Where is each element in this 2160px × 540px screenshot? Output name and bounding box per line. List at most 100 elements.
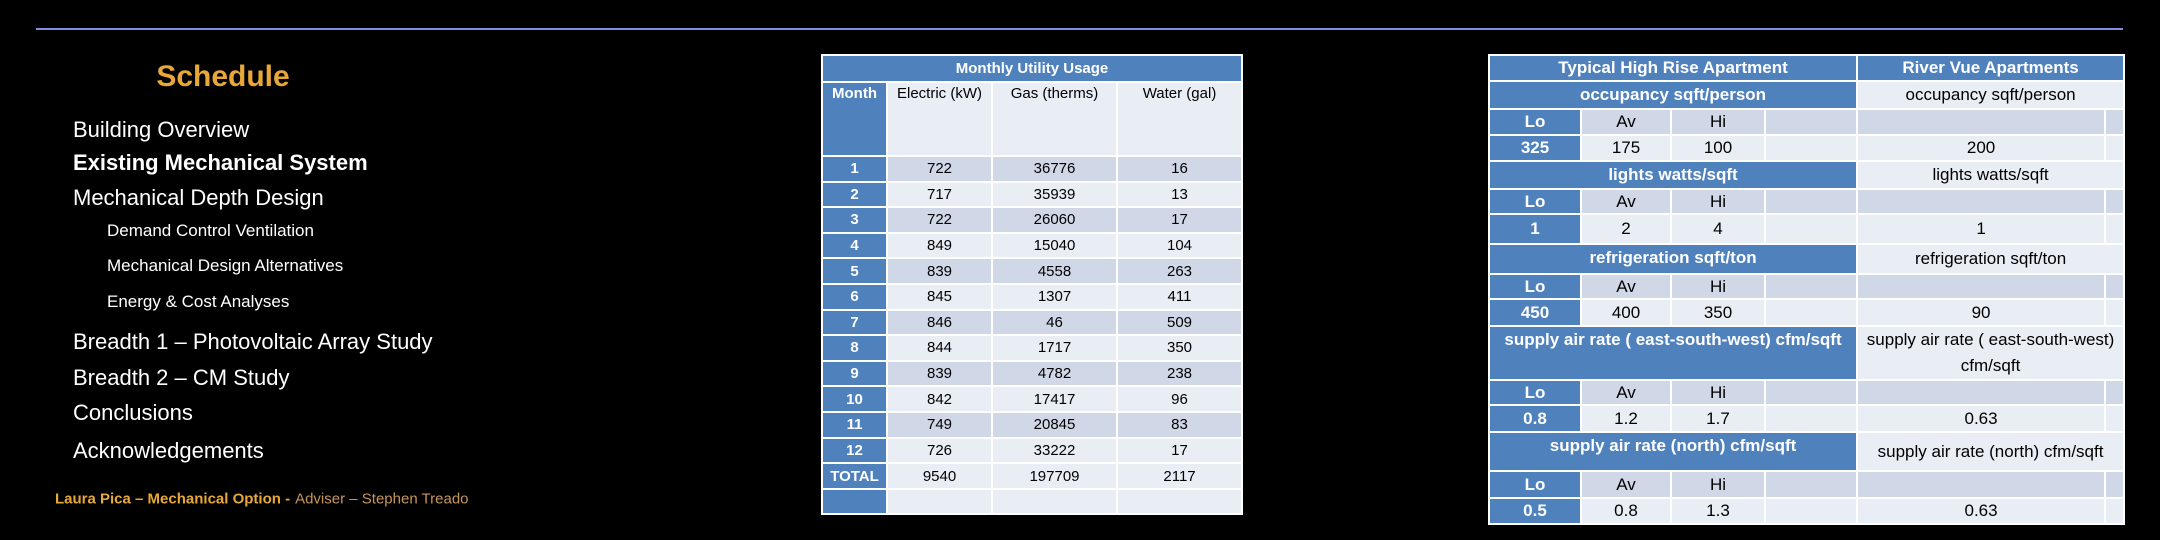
- table-cell: [1763, 108, 1859, 136]
- table-row: 4 849 15040 104: [821, 231, 1244, 260]
- table-cell: 845: [886, 282, 993, 311]
- table-cell: 450: [1488, 298, 1582, 327]
- table-cell: [1115, 488, 1244, 516]
- menu-item[interactable]: Breadth 2 – CM Study: [73, 365, 290, 390]
- table-row: 12 726 33222 17: [821, 436, 1244, 465]
- schedule-title: Schedule: [156, 60, 290, 93]
- table-cell: 4558: [991, 257, 1118, 285]
- table-row: [821, 488, 1244, 516]
- table-cell: supply air rate (north) cfm/sqft: [1856, 431, 2126, 472]
- table-row: 10 842 17417 96: [821, 385, 1244, 413]
- menu-item[interactable]: Breadth 1 – Photovoltaic Array Study: [73, 329, 433, 354]
- table-cell: [2104, 188, 2126, 215]
- menu-item[interactable]: Conclusions: [73, 400, 193, 425]
- table-cell: lights watts/sqft: [1487, 160, 1859, 190]
- table-cell: [2104, 379, 2126, 406]
- table-cell: Lo: [1488, 379, 1582, 406]
- comparison-table: Typical High Rise Apartment River Vue Apa…: [1487, 54, 2126, 525]
- table-cell: 722: [886, 206, 993, 234]
- menu-item[interactable]: Acknowledgements: [73, 438, 264, 463]
- table-cell: 9540: [886, 462, 993, 491]
- table-row: Monthly Utility Usage: [820, 54, 1244, 83]
- table-cell: Monthly Utility Usage: [820, 54, 1244, 83]
- table-cell: 350: [1670, 298, 1766, 327]
- table-cell: [1763, 213, 1859, 245]
- table-cell: supply air rate (north) cfm/sqft: [1487, 431, 1859, 472]
- table-cell: 100: [1670, 134, 1766, 162]
- table-cell: 5: [821, 257, 888, 285]
- table-cell: 33222: [991, 436, 1118, 465]
- table-cell: Lo: [1488, 188, 1582, 215]
- table-cell: [2104, 213, 2126, 245]
- utility-table: Monthly Utility Usage Month Electric (kW) G…: [820, 54, 1244, 516]
- table-cell: [2104, 273, 2126, 300]
- menu-subitem[interactable]: Mechanical Design Alternatives: [107, 256, 344, 275]
- table-cell: 1: [1488, 213, 1582, 245]
- table-cell: Av: [1580, 379, 1672, 406]
- table-cell: 11: [821, 410, 888, 439]
- table-cell: Hi: [1670, 379, 1766, 406]
- menu-item[interactable]: Mechanical Depth Design: [73, 185, 324, 210]
- table-cell: Av: [1580, 273, 1672, 300]
- table-row: lights watts/sqft lights watts/sqft: [1487, 160, 2126, 190]
- table-cell: 839: [886, 359, 993, 388]
- table-cell: 26060: [991, 206, 1118, 234]
- table-cell: 13: [1115, 180, 1244, 209]
- table-row: Lo Av Hi: [1488, 379, 2126, 406]
- table-cell: 46: [991, 308, 1118, 337]
- table-row: Typical High Rise Apartment River Vue Apa…: [1487, 54, 2126, 82]
- table-row: 2 717 35939 13: [821, 180, 1244, 209]
- table-cell: 4: [821, 231, 888, 260]
- menu-subitem[interactable]: Demand Control Ventilation: [107, 221, 314, 240]
- table-row: 5 839 4558 263: [821, 257, 1244, 285]
- table-cell: 0.8: [1580, 497, 1672, 525]
- table-row: 0.5 0.8 1.3 0.63: [1488, 497, 2126, 525]
- table-cell: [2104, 108, 2126, 136]
- table-cell: 0.5: [1488, 497, 1582, 525]
- table-cell: 35939: [991, 180, 1118, 209]
- table-cell: 1: [1856, 213, 2107, 245]
- table-cell: Av: [1580, 108, 1672, 136]
- table-cell: Typical High Rise Apartment: [1487, 54, 1859, 82]
- table-cell: [2104, 298, 2126, 327]
- table-row: 11 749 20845 83: [821, 410, 1244, 439]
- table-cell: 238: [1115, 359, 1244, 388]
- table-cell: Lo: [1488, 108, 1582, 136]
- table-cell: [1856, 108, 2107, 136]
- menu-subitem[interactable]: Energy & Cost Analyses: [107, 292, 290, 311]
- table-cell: 325: [1488, 134, 1582, 162]
- table-cell: 17417: [991, 385, 1118, 413]
- table-cell: [821, 488, 888, 516]
- menu-item[interactable]: Building Overview: [73, 117, 250, 142]
- table-cell: 722: [886, 155, 993, 183]
- table-cell: supply air rate ( east-south-west) cfm/s…: [1856, 325, 2126, 381]
- table-cell: [2104, 470, 2126, 499]
- footer-adviser: Adviser – Stephen Treado: [295, 490, 469, 508]
- menu-item[interactable]: Existing Mechanical System: [73, 150, 368, 175]
- table-cell: [2104, 404, 2126, 433]
- table-row: 3 722 26060 17: [821, 206, 1244, 234]
- table-row: 450 400 350 90: [1488, 298, 2126, 327]
- table-cell: 20845: [991, 410, 1118, 439]
- table-row: supply air rate (north) cfm/sqft supply a…: [1487, 431, 2126, 472]
- table-cell: [886, 488, 993, 516]
- table-cell: [1856, 273, 2107, 300]
- footer-author: Laura Pica – Mechanical Option -: [55, 490, 291, 508]
- table-cell: 9: [821, 359, 888, 388]
- table-cell: occupancy sqft/person: [1856, 80, 2126, 110]
- table-cell: 263: [1115, 257, 1244, 285]
- table-cell: [1763, 404, 1859, 433]
- table-cell: 1717: [991, 334, 1118, 362]
- table-cell: 1.3: [1670, 497, 1766, 525]
- table-cell: 749: [886, 410, 993, 439]
- table-cell: 36776: [991, 155, 1118, 183]
- table-cell: [991, 488, 1118, 516]
- table-cell: 175: [1580, 134, 1672, 162]
- table-cell: River Vue Apartments: [1856, 54, 2126, 82]
- table-cell: 10: [821, 385, 888, 413]
- table-cell: 1: [821, 155, 888, 183]
- table-cell: 411: [1115, 282, 1244, 311]
- table-cell: [1763, 134, 1859, 162]
- table-row: occupancy sqft/person occupancy sqft/pers…: [1487, 80, 2126, 110]
- table-cell: 839: [886, 257, 993, 285]
